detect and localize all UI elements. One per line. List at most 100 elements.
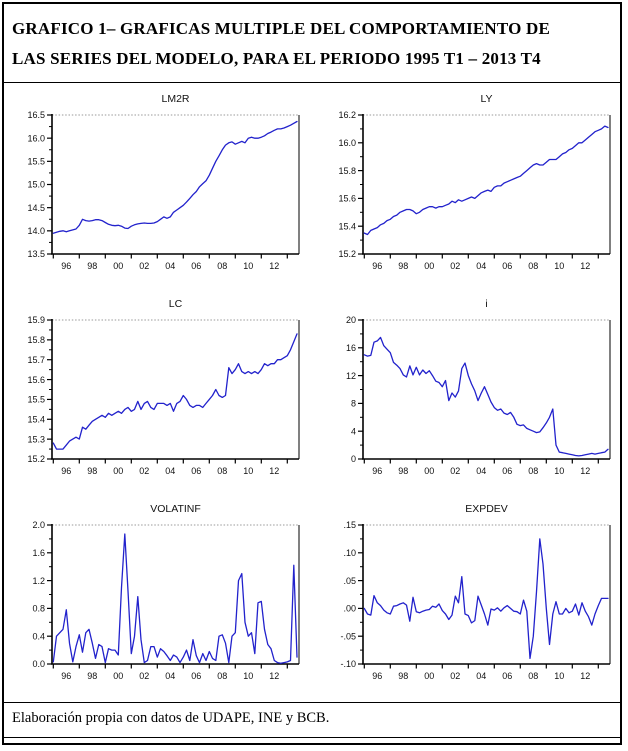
series-line xyxy=(363,336,609,457)
x-tick-label: 12 xyxy=(269,466,279,476)
chart-volatinf-plot: VOLATINF 0.0 0.4 0.8 1.2 1.6 2.0 96 98 00 02 04 06 08… xyxy=(32,503,300,681)
x-tick-label: 12 xyxy=(580,671,590,681)
x-tick-label: 10 xyxy=(554,466,564,476)
x-tick-label: 98 xyxy=(87,671,97,681)
x-tick-label: 10 xyxy=(243,466,253,476)
series-line xyxy=(363,125,609,236)
chart-lc: LC 15.2 15.3 15.4 15.5 15.6 15.7 15.8 15.9 96 98 00… xyxy=(12,296,309,493)
y-tick-label: 15.5 xyxy=(27,395,45,405)
chart-lc-plot: LC 15.2 15.3 15.4 15.5 15.6 15.7 15.8 15.9 96 98 00… xyxy=(27,298,300,476)
x-tick-label: 08 xyxy=(528,261,538,271)
x-tick-label: 10 xyxy=(243,671,253,681)
figure-caption: Elaboración propia con datos de UDAPE, I… xyxy=(4,702,620,738)
y-tick-label: 15.8 xyxy=(338,166,356,176)
x-tick-label: 02 xyxy=(450,671,460,681)
x-tick-label: 96 xyxy=(372,671,382,681)
y-tick-label: 8 xyxy=(351,399,356,409)
y-tick-label: 16 xyxy=(346,343,356,353)
chart-ly-plot: LY 15.2 15.4 15.6 15.8 16.0 16.2 96 98 00 02 04 06 08… xyxy=(338,93,611,271)
x-tick-label: 96 xyxy=(372,261,382,271)
x-tick-label: 00 xyxy=(113,671,123,681)
x-tick-label: 98 xyxy=(87,466,97,476)
x-tick-label: 02 xyxy=(450,261,460,271)
y-tick-label: 14.0 xyxy=(27,226,45,236)
y-tick-label: 15.4 xyxy=(27,414,45,424)
x-tick-label: 06 xyxy=(502,466,512,476)
panel-title: LC xyxy=(169,298,183,310)
chart-expdev-plot: EXPDEV -.10 -.05 .00 .05 .10 .15 96 98 00 02 04 06 08… xyxy=(340,503,611,681)
y-tick-label: .15 xyxy=(343,520,356,530)
chart-i: i 0 4 8 12 16 20 96 98 00 02 04 06 08 10 12 xyxy=(323,296,620,493)
x-tick-label: 96 xyxy=(61,466,71,476)
x-tick-label: 04 xyxy=(165,261,175,271)
y-tick-label: 15.6 xyxy=(27,375,45,385)
x-tick-label: 02 xyxy=(139,466,149,476)
x-tick-label: 04 xyxy=(165,671,175,681)
y-tick-label: 16.5 xyxy=(27,110,45,120)
chart-lm2r-plot: LM2R 13.5 14.0 14.5 15.0 15.5 16.0 16.5 96 98 00 02… xyxy=(27,93,300,271)
x-tick-label: 98 xyxy=(398,466,408,476)
x-tick-label: 00 xyxy=(113,261,123,271)
x-tick-label: 08 xyxy=(217,261,227,271)
y-tick-label: 15.2 xyxy=(338,249,356,259)
x-tick-label: 08 xyxy=(528,671,538,681)
y-tick-label: 15.0 xyxy=(27,180,45,190)
y-tick-label: -.10 xyxy=(340,659,356,669)
panel-title: EXPDEV xyxy=(465,503,508,515)
y-tick-label: 20 xyxy=(346,315,356,325)
x-tick-label: 98 xyxy=(398,671,408,681)
x-tick-label: 96 xyxy=(372,466,382,476)
chart-volatinf: VOLATINF 0.0 0.4 0.8 1.2 1.6 2.0 96 98 00 02 04 06 08… xyxy=(12,501,309,698)
x-tick-label: 08 xyxy=(528,466,538,476)
x-tick-label: 04 xyxy=(476,466,486,476)
x-tick-label: 04 xyxy=(476,261,486,271)
y-tick-label: 2.0 xyxy=(32,520,45,530)
chart-expdev: EXPDEV -.10 -.05 .00 .05 .10 .15 96 98 00 02 04 06 08… xyxy=(323,501,620,698)
y-tick-label: 0.0 xyxy=(32,659,45,669)
x-tick-label: 06 xyxy=(191,466,201,476)
y-tick-label: 15.6 xyxy=(338,194,356,204)
series-line xyxy=(363,538,609,660)
y-tick-label: 16.2 xyxy=(338,110,356,120)
panel-title: VOLATINF xyxy=(150,503,201,515)
panel-title: LY xyxy=(480,93,492,105)
y-tick-label: 0.8 xyxy=(32,604,45,614)
x-tick-label: 06 xyxy=(502,671,512,681)
x-tick-label: 08 xyxy=(217,466,227,476)
y-tick-label: -.05 xyxy=(340,631,356,641)
x-tick-label: 96 xyxy=(61,261,71,271)
x-tick-label: 00 xyxy=(113,466,123,476)
x-tick-label: 00 xyxy=(424,671,434,681)
x-tick-label: 06 xyxy=(191,671,201,681)
y-tick-label: 1.2 xyxy=(32,576,45,586)
y-tick-label: 0.4 xyxy=(32,631,45,641)
series-line xyxy=(52,120,298,234)
figure-title-line-1: GRAFICO 1– GRAFICAS MULTIPLE DEL COMPORT… xyxy=(12,19,551,38)
x-tick-label: 08 xyxy=(217,671,227,681)
x-tick-label: 00 xyxy=(424,261,434,271)
y-tick-label: .00 xyxy=(343,604,356,614)
x-tick-label: 12 xyxy=(580,261,590,271)
y-tick-label: 16.0 xyxy=(338,138,356,148)
panel-title: LM2R xyxy=(161,93,189,105)
y-tick-label: .05 xyxy=(343,576,356,586)
series-line xyxy=(52,533,298,664)
figure-title: GRAFICO 1– GRAFICAS MULTIPLE DEL COMPORT… xyxy=(4,4,620,83)
x-tick-label: 02 xyxy=(450,466,460,476)
x-tick-label: 06 xyxy=(502,261,512,271)
figure-title-line-2: LAS SERIES DEL MODELO, PARA EL PERIODO 1… xyxy=(12,49,541,68)
panel-title: i xyxy=(485,298,487,310)
chart-lm2r: LM2R 13.5 14.0 14.5 15.0 15.5 16.0 16.5 96 98 00 02… xyxy=(12,91,309,288)
x-tick-label: 98 xyxy=(87,261,97,271)
y-tick-label: .10 xyxy=(343,548,356,558)
figure-card: GRAFICO 1– GRAFICAS MULTIPLE DEL COMPORT… xyxy=(2,2,622,745)
x-tick-label: 96 xyxy=(61,671,71,681)
x-tick-label: 06 xyxy=(191,261,201,271)
y-tick-label: 15.5 xyxy=(27,157,45,167)
x-tick-label: 02 xyxy=(139,671,149,681)
y-tick-label: 12 xyxy=(346,371,356,381)
x-tick-label: 12 xyxy=(269,671,279,681)
x-tick-label: 02 xyxy=(139,261,149,271)
y-tick-label: 15.2 xyxy=(27,454,45,464)
